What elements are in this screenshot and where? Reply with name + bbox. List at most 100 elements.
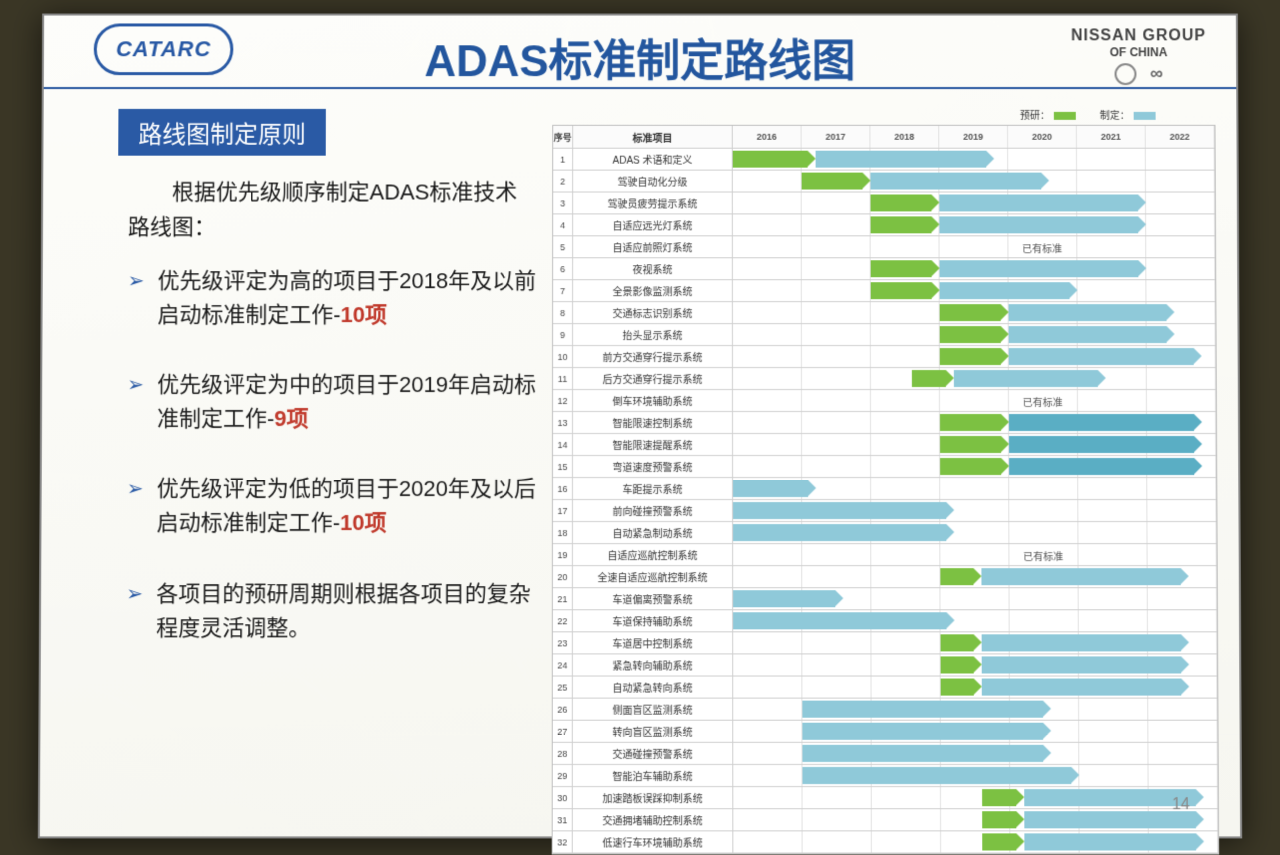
gantt-note: 已有标准 bbox=[1023, 394, 1063, 409]
gantt-cell bbox=[1010, 610, 1079, 631]
gantt-bar-segment bbox=[983, 833, 1017, 850]
gantt-bar-segment bbox=[733, 612, 946, 629]
gantt-row-idx: 8 bbox=[553, 302, 573, 323]
gantt-bar bbox=[733, 590, 844, 607]
gantt-row-idx: 17 bbox=[553, 500, 573, 521]
gantt-cell bbox=[733, 787, 802, 808]
gantt-year-header: 2018 bbox=[870, 126, 939, 148]
gantt-legend: 预研： 制定： bbox=[1020, 107, 1156, 122]
gantt-note: 已有标准 bbox=[1022, 240, 1062, 255]
gantt-cell bbox=[733, 654, 802, 675]
gantt-cell bbox=[1079, 699, 1148, 720]
gantt-cell bbox=[1148, 588, 1217, 609]
gantt-row-idx: 7 bbox=[553, 280, 573, 301]
gantt-cell bbox=[1148, 610, 1217, 631]
gantt-row: 29智能泊车辅助系统 bbox=[553, 765, 1218, 787]
gantt-bar bbox=[733, 524, 954, 541]
gantt-row-idx: 9 bbox=[553, 324, 573, 345]
gantt-row-name: 前方交通穿行提示系统 bbox=[573, 346, 733, 367]
gantt-cell bbox=[802, 456, 871, 477]
gantt-row-name: 前向碰撞预警系统 bbox=[573, 500, 733, 521]
gantt-bar-segment bbox=[733, 590, 836, 607]
bullet-highlight: 10项 bbox=[341, 302, 388, 327]
gantt-cell bbox=[1009, 522, 1078, 543]
gantt-cell bbox=[1078, 544, 1147, 565]
gantt-row-name: 抬头显示系统 bbox=[573, 324, 733, 345]
gantt-row-idx: 29 bbox=[553, 765, 573, 786]
gantt-cell bbox=[872, 787, 941, 808]
gantt-cell bbox=[1079, 743, 1148, 764]
gantt-body: 序号标准项目20162017201820192020202120221ADAS … bbox=[552, 125, 1219, 855]
gantt-row: 23车道居中控制系统 bbox=[553, 632, 1217, 654]
gantt-cell bbox=[802, 412, 871, 433]
gantt-cell bbox=[802, 632, 871, 653]
gantt-cell bbox=[1148, 743, 1217, 764]
nissan-badge-icon bbox=[1114, 63, 1136, 85]
gantt-bar-segment bbox=[982, 634, 1181, 651]
gantt-row-name: 低速行车环境辅助系统 bbox=[573, 831, 734, 852]
gantt-cell bbox=[1079, 721, 1148, 742]
gantt-cell bbox=[802, 434, 871, 455]
gantt-year-header: 2017 bbox=[802, 126, 871, 148]
gantt-bar-segment bbox=[941, 679, 975, 696]
gantt-row-name: ADAS 术语和定义 bbox=[573, 149, 733, 170]
gantt-cell bbox=[733, 214, 802, 235]
gantt-cell bbox=[1148, 721, 1217, 742]
gantt-cell bbox=[1077, 280, 1146, 301]
gantt-bar-segment bbox=[940, 458, 1001, 475]
gantt-row-cells bbox=[733, 346, 1216, 367]
gantt-row-cells bbox=[733, 149, 1215, 170]
gantt-bar bbox=[871, 260, 1147, 277]
gantt-cell bbox=[733, 632, 802, 653]
gantt-bar-segment bbox=[733, 151, 808, 168]
gantt-row-cells bbox=[733, 478, 1216, 499]
gantt-row-idx: 2 bbox=[553, 171, 573, 192]
infiniti-badge-icon: ∞ bbox=[1150, 63, 1163, 85]
gantt-bar-segment bbox=[941, 656, 975, 673]
gantt-row-cells bbox=[733, 699, 1217, 720]
gantt-bar-segment bbox=[815, 151, 986, 168]
gantt-cell bbox=[940, 390, 1009, 411]
gantt-bar-segment bbox=[940, 348, 1001, 365]
gantt-row-cells bbox=[733, 610, 1217, 631]
gantt-cell bbox=[802, 193, 871, 214]
gantt-cell bbox=[1079, 765, 1148, 786]
gantt-bar-segment bbox=[940, 326, 1001, 343]
gantt-cell bbox=[733, 171, 802, 192]
gantt-row: 20全速自适应巡航控制系统 bbox=[553, 566, 1217, 588]
gantt-row-name: 车道偏离预警系统 bbox=[573, 588, 733, 609]
gantt-row-name: 交通碰撞预警系统 bbox=[573, 743, 733, 764]
gantt-row-name: 车道居中控制系统 bbox=[573, 632, 733, 653]
gantt-row-idx: 31 bbox=[553, 809, 573, 830]
gantt-row-idx: 15 bbox=[553, 456, 573, 477]
gantt-row: 22车道保持辅助系统 bbox=[553, 610, 1217, 632]
gantt-cell bbox=[871, 346, 940, 367]
gantt-cell bbox=[802, 677, 871, 698]
gantt-cell bbox=[1010, 588, 1079, 609]
gantt-row: 12倒车环境辅助系统已有标准 bbox=[553, 390, 1216, 412]
gantt-row: 6夜视系统 bbox=[553, 258, 1215, 280]
gantt-cell bbox=[1077, 149, 1146, 170]
gantt-row: 26侧面盲区监测系统 bbox=[553, 699, 1218, 721]
gantt-row-idx: 27 bbox=[553, 721, 573, 742]
gantt-cell bbox=[733, 721, 802, 742]
gantt-row-name: 全景影像监测系统 bbox=[573, 280, 733, 301]
gantt-cell bbox=[871, 434, 940, 455]
gantt-bar bbox=[871, 216, 1147, 233]
gantt-row-cells bbox=[733, 566, 1217, 587]
gantt-row: 15弯道速度预警系统 bbox=[553, 456, 1216, 478]
gantt-bar-segment bbox=[871, 282, 932, 299]
gantt-cell bbox=[1009, 500, 1078, 521]
gantt-row-idx: 18 bbox=[553, 522, 573, 543]
gantt-row-name: 转向盲区监测系统 bbox=[573, 721, 733, 742]
gantt-row-idx: 13 bbox=[553, 412, 573, 433]
gantt-cell bbox=[733, 809, 802, 830]
gantt-col-name: 标准项目 bbox=[573, 126, 733, 148]
gantt-row-cells bbox=[733, 654, 1217, 675]
gantt-row: 2驾驶自动化分级 bbox=[553, 171, 1215, 193]
gantt-cell bbox=[1146, 258, 1215, 279]
gantt-bar-segment bbox=[912, 370, 945, 387]
gantt-bar bbox=[871, 194, 1147, 211]
gantt-cell bbox=[1147, 368, 1216, 389]
gantt-cell bbox=[940, 236, 1009, 257]
